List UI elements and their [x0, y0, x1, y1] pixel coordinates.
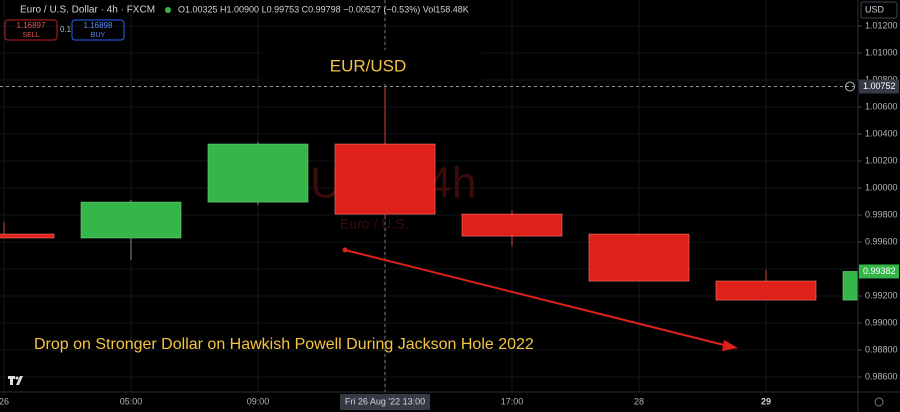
buy-label: BUY: [91, 32, 106, 39]
status-dot: [165, 7, 171, 13]
y-tick-label: 1.01000: [865, 47, 898, 57]
y-tick-label: 1.00200: [865, 155, 898, 165]
y-tick-label: 0.99200: [865, 290, 898, 300]
x-tick-label: 05:00: [120, 396, 143, 406]
x-tick-label: 29: [761, 396, 771, 406]
y-tick-label: 1.00800: [865, 74, 898, 84]
spread: 0.1: [60, 25, 72, 34]
y-tick-label: 1.00600: [865, 101, 898, 111]
candle-body: [0, 233, 55, 239]
buy-button[interactable]: [71, 19, 125, 41]
y-tick-label: 0.98600: [865, 371, 898, 381]
crosshair-time-bg: [340, 394, 430, 410]
candle-body: [715, 280, 817, 301]
candle-body: [588, 233, 690, 282]
x-tick-label: 26: [0, 396, 9, 406]
currency-button[interactable]: [860, 1, 898, 19]
annotation: Drop on Stronger Dollar on Hawkish Powel…: [34, 336, 534, 353]
arrow-head: [722, 340, 738, 351]
symbol: Euro / U.S. Dollar · 4h · FXCM: [20, 5, 155, 16]
y-tick-label: 1.00000: [865, 182, 898, 192]
y-tick-label: 0.99000: [865, 317, 898, 327]
candle-body: [842, 271, 858, 301]
sell-price: 1.16897: [17, 21, 46, 30]
sell-button[interactable]: [4, 19, 58, 41]
arrow-start: [342, 247, 348, 253]
x-tick-label: 17:00: [501, 396, 524, 406]
settings-icon[interactable]: [874, 397, 884, 407]
buy-price: 1.16898: [84, 21, 113, 30]
chart-title: EUR/USD: [330, 56, 407, 75]
logo: [8, 376, 23, 385]
x-tick-label: 09:00: [247, 396, 270, 406]
arrow: [344, 249, 729, 347]
sell-label: SELL: [22, 32, 39, 39]
candle-body: [207, 143, 309, 203]
y-tick-label: 1.01200: [865, 20, 898, 30]
last-price: 0.99382: [863, 266, 896, 276]
crosshair-price-bg: [859, 79, 899, 94]
candle-body: [80, 201, 182, 239]
candle-body: [461, 213, 563, 237]
y-tick-label: 0.99600: [865, 236, 898, 246]
currency: USD: [865, 4, 885, 14]
crosshair-plus: [845, 81, 855, 92]
y-tick-label: 0.98800: [865, 344, 898, 354]
y-tick-label: 0.99800: [865, 209, 898, 219]
y-tick-label: 1.00400: [865, 128, 898, 138]
x-tick-label: 28: [634, 396, 644, 406]
title-bg: [262, 50, 482, 84]
ohlc: O1.00325 H1.00900 L0.99753 C0.99798 −0.0…: [178, 4, 469, 14]
last-price-bg: [859, 264, 899, 279]
x-tick-label: Fri 26 Aug '22 13:00: [345, 396, 425, 406]
watermark-sub: Euro / U.S.: [340, 216, 408, 232]
candle-body: [334, 143, 436, 215]
crosshair-price: 1.00752: [863, 81, 896, 91]
